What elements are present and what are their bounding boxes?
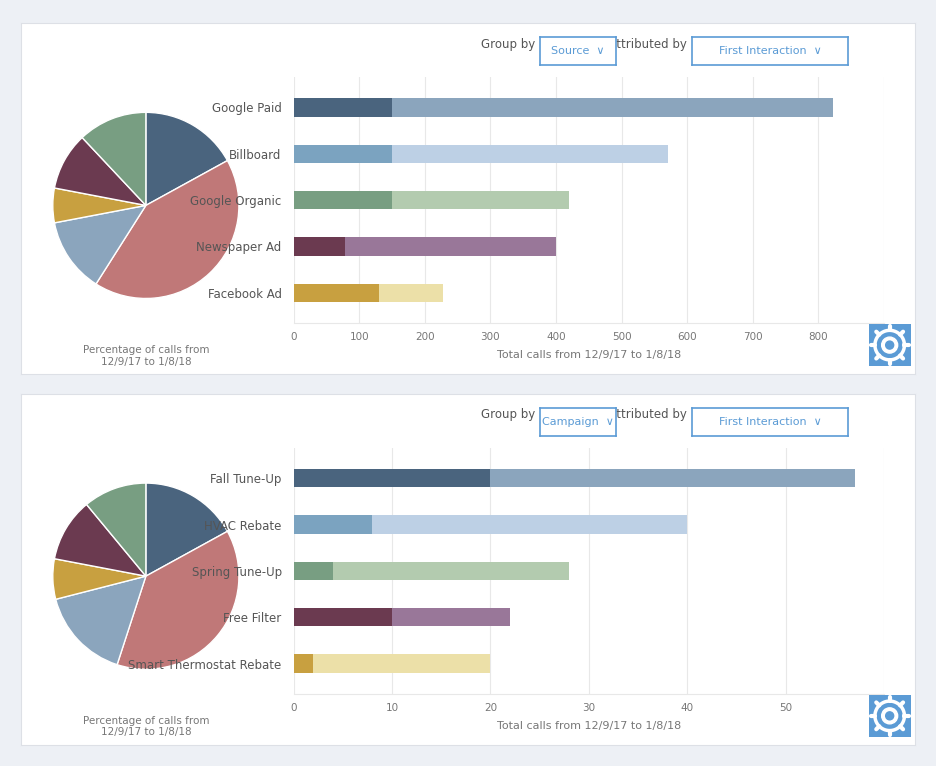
Text: Group by: Group by xyxy=(481,38,535,51)
Bar xyxy=(373,516,687,534)
Text: Percentage of calls from
12/9/17 to 1/8/18: Percentage of calls from 12/9/17 to 1/8/… xyxy=(82,715,209,738)
Bar xyxy=(294,237,344,256)
X-axis label: Total calls from 12/9/17 to 1/8/18: Total calls from 12/9/17 to 1/8/18 xyxy=(497,350,680,360)
Wedge shape xyxy=(54,138,146,205)
Bar xyxy=(294,98,392,116)
Text: Source  ∨: Source ∨ xyxy=(551,46,605,56)
X-axis label: Total calls from 12/9/17 to 1/8/18: Total calls from 12/9/17 to 1/8/18 xyxy=(497,721,680,731)
Wedge shape xyxy=(117,532,239,669)
Circle shape xyxy=(885,341,894,349)
Circle shape xyxy=(882,708,898,724)
Bar xyxy=(294,145,392,163)
Wedge shape xyxy=(146,483,227,576)
Bar xyxy=(294,283,379,302)
Wedge shape xyxy=(146,113,227,205)
Wedge shape xyxy=(54,205,146,284)
Bar xyxy=(392,608,510,627)
Bar xyxy=(294,469,490,487)
Text: attributed by: attributed by xyxy=(609,38,687,51)
Circle shape xyxy=(882,337,898,353)
Circle shape xyxy=(885,712,894,720)
Wedge shape xyxy=(82,113,146,205)
Bar xyxy=(294,561,333,580)
Text: First Interaction  ∨: First Interaction ∨ xyxy=(719,417,822,427)
Wedge shape xyxy=(52,558,146,599)
Text: Group by: Group by xyxy=(481,408,535,421)
Wedge shape xyxy=(52,188,146,223)
Bar xyxy=(294,191,392,209)
Text: First Interaction  ∨: First Interaction ∨ xyxy=(719,46,822,56)
Bar xyxy=(490,469,855,487)
Wedge shape xyxy=(56,576,146,665)
Bar xyxy=(314,654,490,673)
Bar xyxy=(294,516,373,534)
Text: Percentage of calls from
12/9/17 to 1/8/18: Percentage of calls from 12/9/17 to 1/8/… xyxy=(82,345,209,367)
Wedge shape xyxy=(96,161,239,299)
Wedge shape xyxy=(86,483,146,576)
Bar xyxy=(379,283,443,302)
Text: attributed by: attributed by xyxy=(609,408,687,421)
Bar xyxy=(392,145,667,163)
Text: Campaign  ∨: Campaign ∨ xyxy=(542,417,614,427)
Bar xyxy=(392,98,833,116)
Bar xyxy=(294,608,392,627)
Bar xyxy=(333,561,569,580)
Bar xyxy=(294,654,314,673)
Bar xyxy=(392,191,569,209)
Wedge shape xyxy=(54,505,146,576)
Bar xyxy=(344,237,556,256)
